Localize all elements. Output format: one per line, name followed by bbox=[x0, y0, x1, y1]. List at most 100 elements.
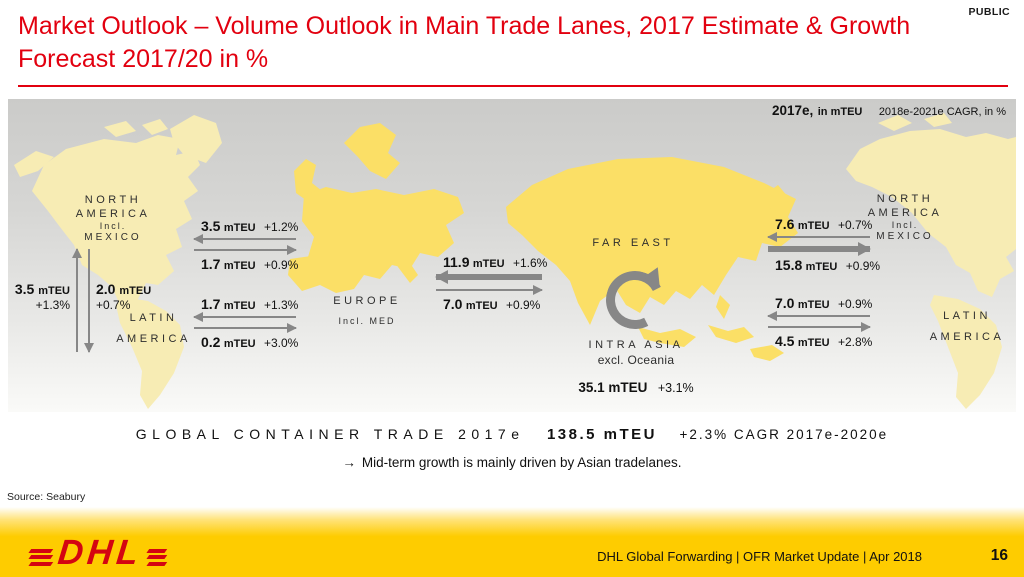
growth-value: +0.9% bbox=[837, 297, 873, 311]
growth-value: +3.0% bbox=[263, 336, 299, 350]
dhl-logo-stripes-left bbox=[28, 548, 54, 566]
lane-fe-na: 7.6 mTEU +0.7% 15.8 mTEU +0.9% bbox=[765, 216, 880, 273]
growth-value: +1.2% bbox=[263, 220, 299, 234]
region-line: EUROPE bbox=[333, 295, 401, 307]
volume-number: 15.8 bbox=[775, 257, 803, 273]
footer-bar: DHL DHL Global Forwarding | OFR Market U… bbox=[0, 507, 1024, 577]
legend-growth: 2018e-2021e CAGR, in % bbox=[878, 106, 1006, 118]
footer-caption: DHL Global Forwarding | OFR Market Updat… bbox=[597, 549, 922, 564]
volume-unit: mTEU bbox=[223, 300, 256, 312]
continent-south-america-left bbox=[116, 297, 184, 409]
region-label-latin-america-right: LATIN AMERICA bbox=[908, 306, 1024, 348]
growth-value: +1.3% bbox=[35, 298, 70, 312]
southbound-label: 2.0 mTEU +0.7% bbox=[96, 281, 151, 312]
westbound-label: 1.7 mTEU +1.3% bbox=[191, 296, 299, 312]
region-label-far-east: FAR EAST bbox=[573, 237, 693, 251]
region-line: AMERICA bbox=[116, 333, 191, 345]
eastbound-arrow bbox=[768, 322, 871, 332]
region-line: MEXICO bbox=[876, 231, 934, 242]
title-divider bbox=[18, 85, 1008, 87]
volume-unit: mTEU bbox=[805, 261, 838, 273]
growth-value: +0.7% bbox=[837, 218, 873, 232]
lane-na-eu: 3.5 mTEU +1.2% 1.7 mTEU +0.9% bbox=[191, 218, 299, 272]
volume-number: 3.5 bbox=[14, 281, 35, 297]
source-note: Source: Seabury bbox=[7, 491, 86, 503]
philippines bbox=[716, 295, 730, 319]
slide-title-line1: Market Outlook – Volume Outlook in Main … bbox=[18, 12, 911, 40]
growth-value: +0.9% bbox=[263, 258, 299, 272]
region-line: excl. Oceania bbox=[597, 352, 675, 367]
page-number: 16 bbox=[990, 547, 1008, 564]
eastbound-label: 1.7 mTEU +0.9% bbox=[191, 256, 299, 272]
arrow-right-icon: → bbox=[342, 455, 356, 470]
volume-number: 1.7 bbox=[201, 296, 221, 312]
lane-fe-latam: 7.0 mTEU +0.9% 4.5 mTEU +2.8% bbox=[765, 295, 873, 349]
region-line: AMERICA bbox=[929, 331, 1005, 343]
southbound-arrow bbox=[83, 249, 94, 353]
volume-unit: mTEU bbox=[223, 222, 256, 234]
region-line: Incl. MED bbox=[338, 315, 396, 326]
volume-value: 2.0 mTEU bbox=[96, 281, 151, 297]
continent-asia bbox=[506, 157, 798, 325]
summary-value: 138.5 mTEU bbox=[546, 426, 657, 443]
dhl-logo-text: DHL bbox=[56, 533, 145, 572]
volume-unit: mTEU bbox=[797, 337, 830, 349]
arctic-islands-right bbox=[878, 113, 952, 131]
scandinavia bbox=[344, 123, 400, 179]
westbound-label: 11.9 mTEU +1.6% bbox=[433, 254, 547, 270]
dhl-logo: DHL bbox=[24, 533, 172, 572]
volume-number: 3.5 bbox=[201, 218, 221, 234]
volume-value: 3.5 mTEU bbox=[15, 281, 70, 297]
westbound-arrow bbox=[767, 232, 870, 242]
volume-number: 1.7 bbox=[201, 256, 221, 272]
eastbound-arrow bbox=[194, 323, 297, 333]
westbound-label: 7.0 mTEU +0.9% bbox=[765, 295, 873, 311]
map-legend: 2017e, in mTEU 2018e-2021e CAGR, in % bbox=[772, 102, 1006, 120]
growth-value: +3.1% bbox=[657, 380, 694, 395]
region-label-north-america-left: NORTH AMERICA Incl. MEXICO bbox=[48, 194, 178, 244]
growth-value: +0.9% bbox=[845, 259, 881, 273]
public-badge: PUBLIC bbox=[968, 6, 1010, 18]
slide-title: Market Outlook – Volume Outlook in Main … bbox=[18, 10, 993, 76]
region-line: INTRA ASIA bbox=[588, 339, 684, 351]
region-line: AMERICA bbox=[75, 207, 151, 220]
northbound-label: 3.5 mTEU +1.3% bbox=[15, 281, 70, 312]
volume-unit: mTEU bbox=[797, 220, 830, 232]
growth-value: +0.9% bbox=[505, 298, 541, 312]
westbound-label: 3.5 mTEU +1.2% bbox=[191, 218, 299, 234]
westbound-label: 7.6 mTEU +0.7% bbox=[765, 216, 873, 232]
volume-unit: mTEU bbox=[38, 285, 70, 297]
lane-eu-fe: 11.9 mTEU +1.6% 7.0 mTEU +0.9% bbox=[433, 254, 547, 312]
eastbound-label: 7.0 mTEU +0.9% bbox=[433, 296, 545, 312]
eastbound-arrow bbox=[194, 245, 297, 255]
eastbound-label: 4.5 mTEU +2.8% bbox=[765, 333, 873, 349]
volume-number: 7.6 bbox=[775, 216, 795, 232]
westbound-arrow bbox=[193, 312, 296, 322]
volume-unit: mTEU bbox=[223, 338, 256, 350]
map-panel: 2017e, in mTEU 2018e-2021e CAGR, in % NO… bbox=[8, 99, 1016, 412]
legend-volume-unit: in mTEU bbox=[817, 106, 863, 118]
intra-asia-cycle-icon bbox=[598, 263, 672, 337]
volume-number: 7.0 bbox=[443, 296, 463, 312]
volume-unit: mTEU bbox=[223, 260, 256, 272]
eastbound-arrow bbox=[436, 285, 543, 295]
volume-number: 4.5 bbox=[775, 333, 795, 349]
growth-value: +2.8% bbox=[837, 335, 873, 349]
continent-south-america-right bbox=[930, 295, 1002, 409]
volume-number: 0.2 bbox=[201, 334, 221, 350]
eastbound-label: 0.2 mTEU +3.0% bbox=[191, 334, 299, 350]
volume-number: 2.0 bbox=[96, 281, 116, 297]
region-line: MEXICO bbox=[84, 232, 142, 243]
volume-unit: mTEU bbox=[119, 285, 152, 297]
indonesia bbox=[638, 325, 754, 347]
world-map bbox=[14, 113, 1016, 409]
key-takeaway: → Mid-term growth is mainly driven by Asi… bbox=[0, 455, 1024, 470]
summary-growth: +2.3% CAGR 2017e-2020e bbox=[679, 427, 889, 442]
region-label-latin-america-left: LATIN AMERICA bbox=[96, 308, 211, 350]
lane-na-latam: 3.5 mTEU +1.3% 2.0 mTEU +0.7% bbox=[12, 247, 151, 357]
italy bbox=[390, 245, 418, 283]
region-line: NORTH bbox=[84, 194, 142, 206]
new-guinea bbox=[750, 345, 784, 361]
region-line: Incl. bbox=[891, 220, 919, 230]
